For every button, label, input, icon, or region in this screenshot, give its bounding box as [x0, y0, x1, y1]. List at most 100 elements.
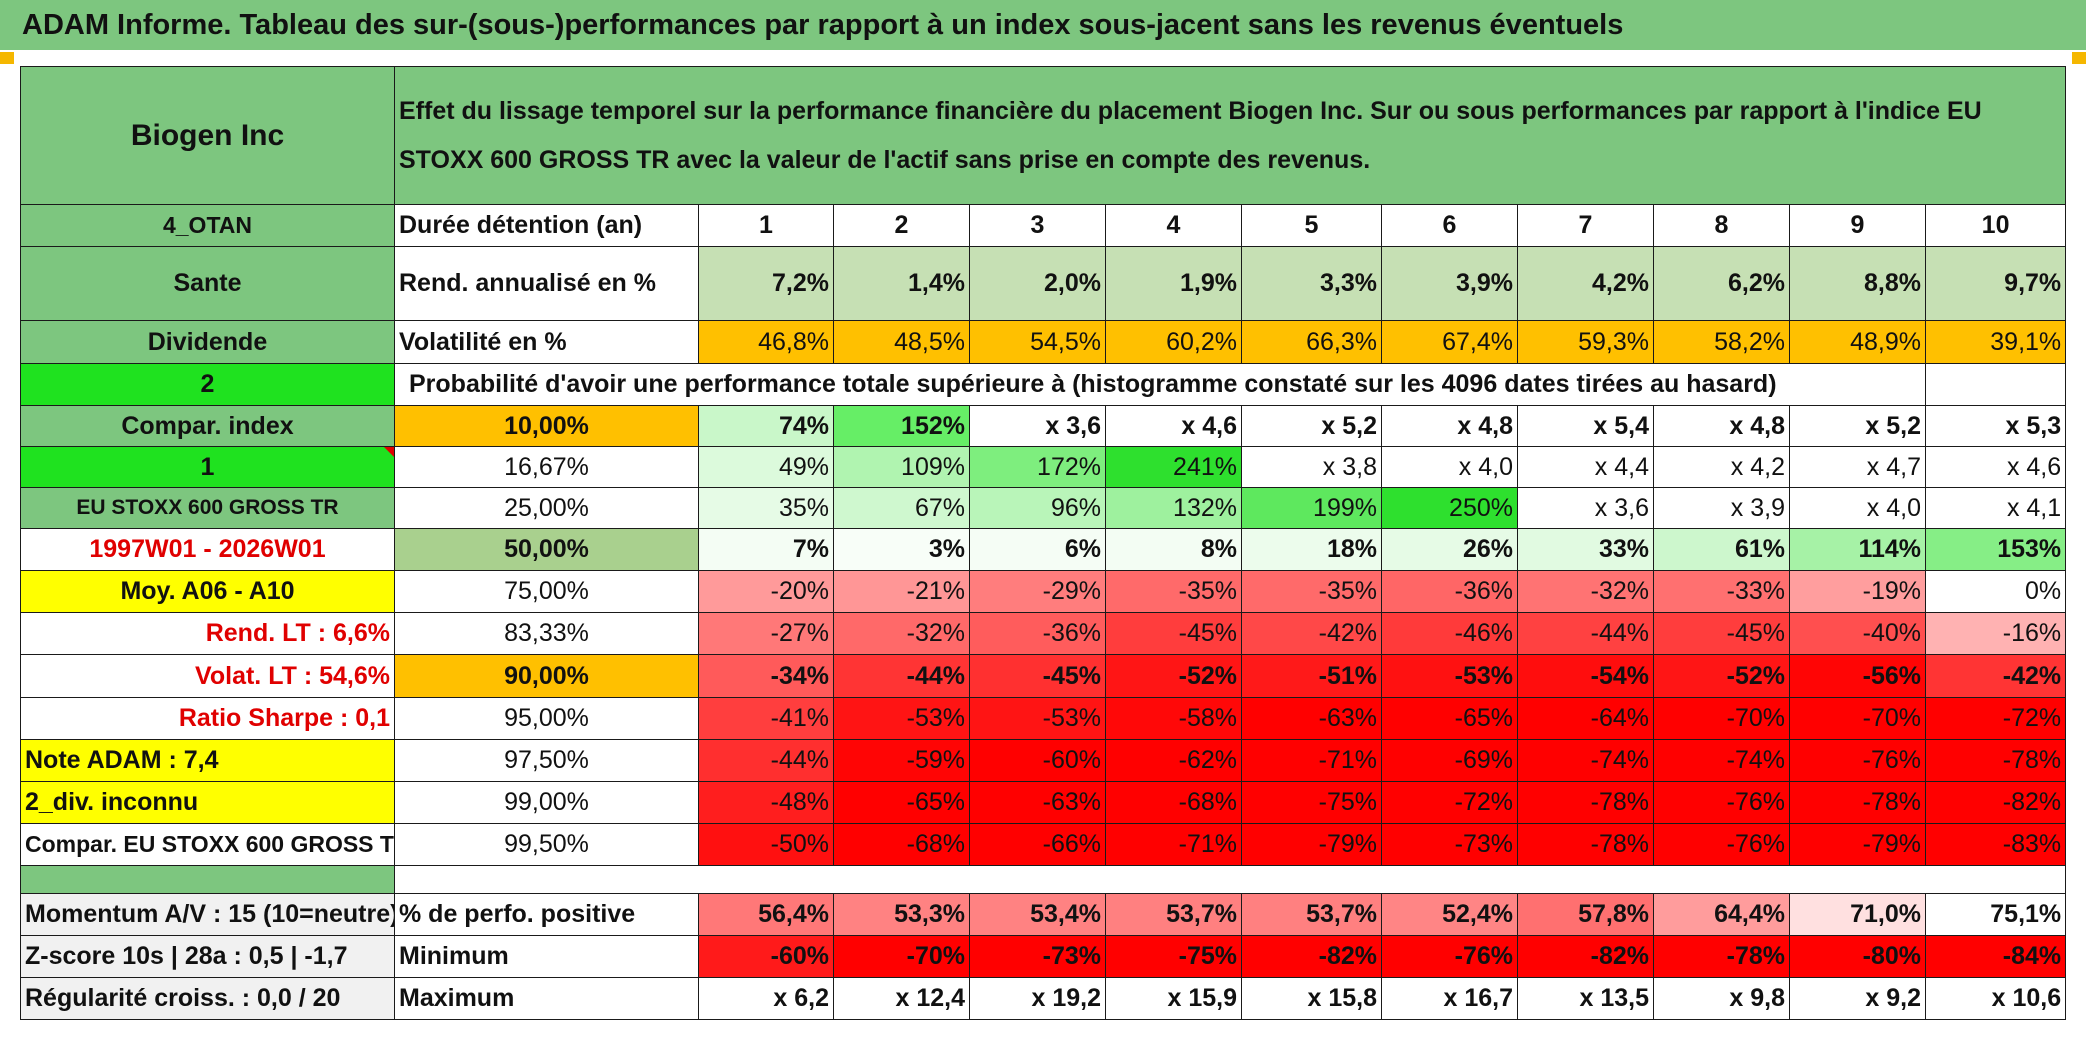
positive-perf-cell: 53,7% — [1241, 893, 1382, 936]
percentile-cell: -79% — [1789, 823, 1926, 866]
percentile-row: 1 16,67% 49% 109% 172% 241% x 3,8 x 4,0 … — [20, 446, 2067, 488]
percentile-cell: -72% — [1924, 697, 2067, 740]
positive-perf-cell: 64,4% — [1653, 893, 1790, 936]
maximum-cell: x 9,2 — [1789, 977, 1926, 1020]
percentile-cell: -76% — [1789, 739, 1926, 782]
return-cell: 2,0% — [969, 246, 1106, 321]
positive-perf-cell: 56,4% — [698, 893, 834, 936]
param-one: 1 — [20, 446, 395, 488]
sector-label: Sante — [20, 246, 395, 321]
percentile-cell: -21% — [833, 570, 970, 613]
year-8: 8 — [1653, 204, 1790, 247]
percentile-cell: -45% — [969, 654, 1106, 698]
percentile-label: 25,00% — [394, 487, 699, 529]
percentile-cell: -20% — [698, 570, 834, 613]
return-cell: 9,7% — [1924, 246, 2067, 321]
percentile-cell: -65% — [833, 781, 970, 824]
percentile-cell: 114% — [1789, 528, 1926, 571]
volatility-row: Dividende Volatilité en % 46,8% 48,5% 54… — [20, 320, 2067, 364]
percentile-cell: -52% — [1105, 654, 1242, 698]
percentile-cell: x 3,6 — [969, 405, 1106, 447]
period-label: 1997W01 - 2026W01 — [20, 528, 395, 571]
minimum-cell: -60% — [698, 935, 834, 978]
percentile-cell: x 4,8 — [1381, 405, 1518, 447]
percentile-cell: x 5,3 — [1924, 405, 2067, 447]
percentile-cell: x 5,2 — [1789, 405, 1926, 447]
spacer-cell — [20, 865, 395, 894]
maximum-cell: x 10,6 — [1924, 977, 2067, 1020]
percentile-cell: -53% — [1381, 654, 1518, 698]
year-5: 5 — [1241, 204, 1382, 247]
percentile-cell: 8% — [1105, 528, 1242, 571]
percentile-cell: 67% — [833, 487, 970, 529]
long-term-volatility-label: Volat. LT : 54,6% — [20, 654, 395, 698]
percentile-cell: -16% — [1924, 612, 2067, 655]
percentile-cell: -75% — [1241, 781, 1382, 824]
percentile-cell: 6% — [969, 528, 1106, 571]
long-term-return-label: Rend. LT : 6,6% — [20, 612, 395, 655]
corner-marker — [2072, 52, 2086, 64]
percentile-cell: -45% — [1653, 612, 1790, 655]
percentile-cell: -42% — [1924, 654, 2067, 698]
percentile-cell: 61% — [1653, 528, 1790, 571]
percentile-cell: x 5,4 — [1517, 405, 1654, 447]
percentile-cell: -45% — [1105, 612, 1242, 655]
positive-perf-row: Momentum A/V : 15 (10=neutre) % de perfo… — [20, 893, 2067, 936]
percentile-cell: -74% — [1517, 739, 1654, 782]
percentile-cell: 3% — [833, 528, 970, 571]
year-10: 10 — [1924, 204, 2067, 247]
percentile-cell: -58% — [1105, 697, 1242, 740]
minimum-cell: -80% — [1789, 935, 1926, 978]
percentile-cell: 74% — [698, 405, 834, 447]
percentile-cell: x 4,0 — [1381, 446, 1518, 488]
positive-perf-cell: 53,3% — [833, 893, 970, 936]
percentile-cell: -78% — [1517, 781, 1654, 824]
percentile-cell: -65% — [1381, 697, 1518, 740]
percentile-cell: -78% — [1789, 781, 1926, 824]
maximum-cell: x 16,7 — [1381, 977, 1518, 1020]
volatility-cell: 39,1% — [1924, 320, 2067, 364]
positive-perf-cell: 53,7% — [1105, 893, 1242, 936]
percentile-cell: -41% — [698, 697, 834, 740]
percentile-cell: -32% — [833, 612, 970, 655]
percentile-row: Compar. index 10,00% 74% 152% x 3,6 x 4,… — [20, 405, 2067, 447]
percentile-cell: 250% — [1381, 487, 1518, 529]
percentile-cell: -72% — [1381, 781, 1518, 824]
percentile-cell: x 3,8 — [1241, 446, 1382, 488]
percentile-cell: 0% — [1924, 570, 2067, 613]
adam-score-label: Note ADAM : 7,4 — [20, 739, 395, 782]
percentile-cell: x 5,2 — [1241, 405, 1382, 447]
minimum-cell: -73% — [969, 935, 1106, 978]
return-cell: 8,8% — [1789, 246, 1926, 321]
percentile-cell: -33% — [1653, 570, 1790, 613]
return-cell: 3,9% — [1381, 246, 1518, 321]
percentile-label: 10,00% — [394, 405, 699, 447]
percentile-cell: -44% — [698, 739, 834, 782]
volatility-cell: 54,5% — [969, 320, 1106, 364]
minimum-cell: -84% — [1924, 935, 2067, 978]
percentile-cell: 7% — [698, 528, 834, 571]
maximum-cell: x 15,9 — [1105, 977, 1242, 1020]
percentile-cell: 49% — [698, 446, 834, 488]
percentile-row: EU STOXX 600 GROSS TR 25,00% 35% 67% 96%… — [20, 487, 2067, 529]
volatility-cell: 59,3% — [1517, 320, 1654, 364]
percentile-cell: -32% — [1517, 570, 1654, 613]
volatility-cell: 58,2% — [1653, 320, 1790, 364]
positive-perf-cell: 52,4% — [1381, 893, 1518, 936]
left-margin — [0, 52, 18, 1044]
percentile-cell: x 4,7 — [1789, 446, 1926, 488]
percentile-label: 50,00% — [394, 528, 699, 571]
percentile-cell: -63% — [969, 781, 1106, 824]
index-name-label: EU STOXX 600 GROSS TR — [20, 487, 395, 529]
positive-perf-cell: 53,4% — [969, 893, 1106, 936]
right-margin — [2068, 52, 2086, 1044]
percentile-cell: -36% — [969, 612, 1106, 655]
param-two: 2 — [20, 363, 395, 406]
minimum-row: Z-score 10s | 28a : 0,5 | -1,7 Minimum -… — [20, 935, 2067, 978]
volatility-cell: 67,4% — [1381, 320, 1518, 364]
percentile-cell: -82% — [1924, 781, 2067, 824]
percentile-cell: 172% — [969, 446, 1106, 488]
year-2: 2 — [833, 204, 970, 247]
corner-marker — [0, 52, 14, 64]
maximum-cell: x 9,8 — [1653, 977, 1790, 1020]
